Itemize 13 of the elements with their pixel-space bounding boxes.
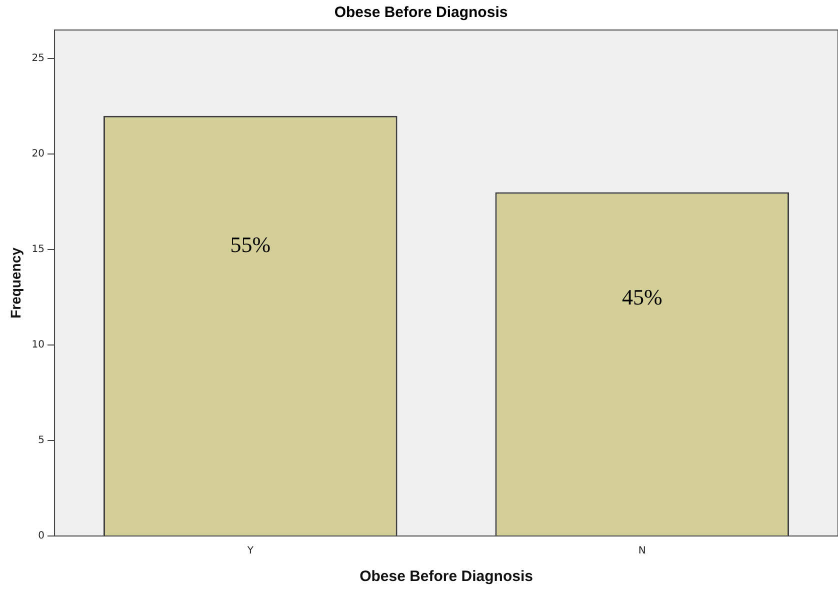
y-axis-title: Frequency [7,247,24,318]
x-tick-label: N [638,546,646,557]
chart-title: Obese Before Diagnosis [334,4,508,22]
y-tick-label: 5 [38,435,45,446]
annotation: 55% [230,232,271,257]
annotation: 45% [622,284,662,310]
x-axis-title: Obese Before Diagnosis [360,568,533,586]
x-tick-label: Y [246,546,254,557]
y-tick-label: 15 [32,244,45,256]
y-tick-label: 0 [38,530,45,542]
y-tick-label: 10 [32,340,45,351]
y-tick-label: 20 [32,148,45,160]
y-tick-label: 25 [32,53,45,64]
